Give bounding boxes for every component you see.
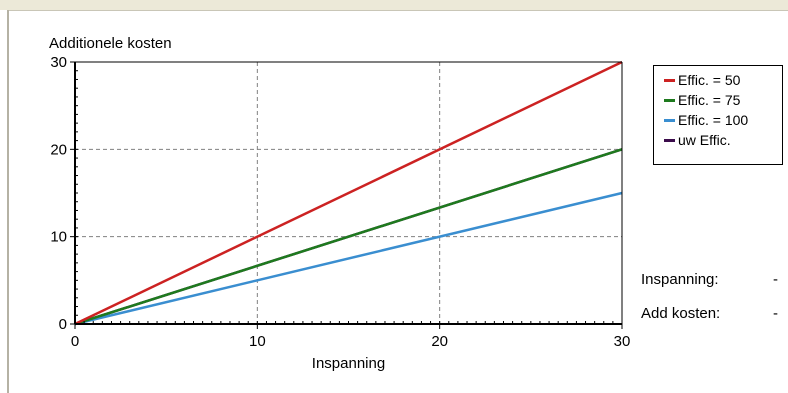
y-tick-label: 20 <box>50 141 67 158</box>
x-axis-title: Inspanning <box>312 355 385 372</box>
legend-label: uw Effic. <box>678 132 731 148</box>
chart-svg: 0 10 20 30 0 10 20 30 Additionele kosten Inspanni… <box>49 35 630 372</box>
legend-label: Effic. = 75 <box>678 92 741 108</box>
legend-swatch <box>664 138 675 142</box>
legend-swatch <box>664 98 675 102</box>
series-layer <box>74 60 623 326</box>
window-left-edge <box>0 10 9 393</box>
legend-label: Effic. = 50 <box>678 72 741 88</box>
legend-entry: Effic. = 75 <box>664 90 740 110</box>
x-tick-label: 30 <box>614 333 631 350</box>
axes-layer <box>70 61 623 329</box>
legend-label: Effic. = 100 <box>678 112 749 128</box>
legend-entry: Effic. = 100 <box>664 110 748 130</box>
inspanning-label: Inspanning: <box>641 271 719 288</box>
legend: Effic. = 50 Effic. = 75 Effic. = 100 uw Eff… <box>653 65 783 165</box>
legend-swatch <box>664 118 675 122</box>
y-axis-title: Additionele kosten <box>49 35 172 52</box>
legend-entry: uw Effic. <box>664 130 731 150</box>
legend-entry: Effic. = 50 <box>664 70 740 90</box>
x-tick-label: 10 <box>249 333 266 350</box>
series-line <box>74 60 623 326</box>
series-line <box>74 148 623 326</box>
window-top-edge <box>0 0 788 11</box>
series-line <box>74 191 623 326</box>
legend-swatch <box>664 78 675 82</box>
x-tick-label: 0 <box>71 333 79 350</box>
y-tick-label: 10 <box>50 229 67 246</box>
inspanning-value: - <box>773 271 778 288</box>
y-tick-label: 0 <box>59 316 67 333</box>
add-kosten-label: Add kosten: <box>641 305 721 322</box>
y-tick-label: 30 <box>50 54 67 71</box>
chart-panel: 0 10 20 30 0 10 20 30 Additionele kosten Inspanni… <box>11 11 788 393</box>
label-layer: 0 10 20 30 0 10 20 30 Additionele kosten Inspanni… <box>49 35 630 372</box>
add-kosten-value: - <box>773 305 778 322</box>
x-tick-label: 20 <box>431 333 448 350</box>
